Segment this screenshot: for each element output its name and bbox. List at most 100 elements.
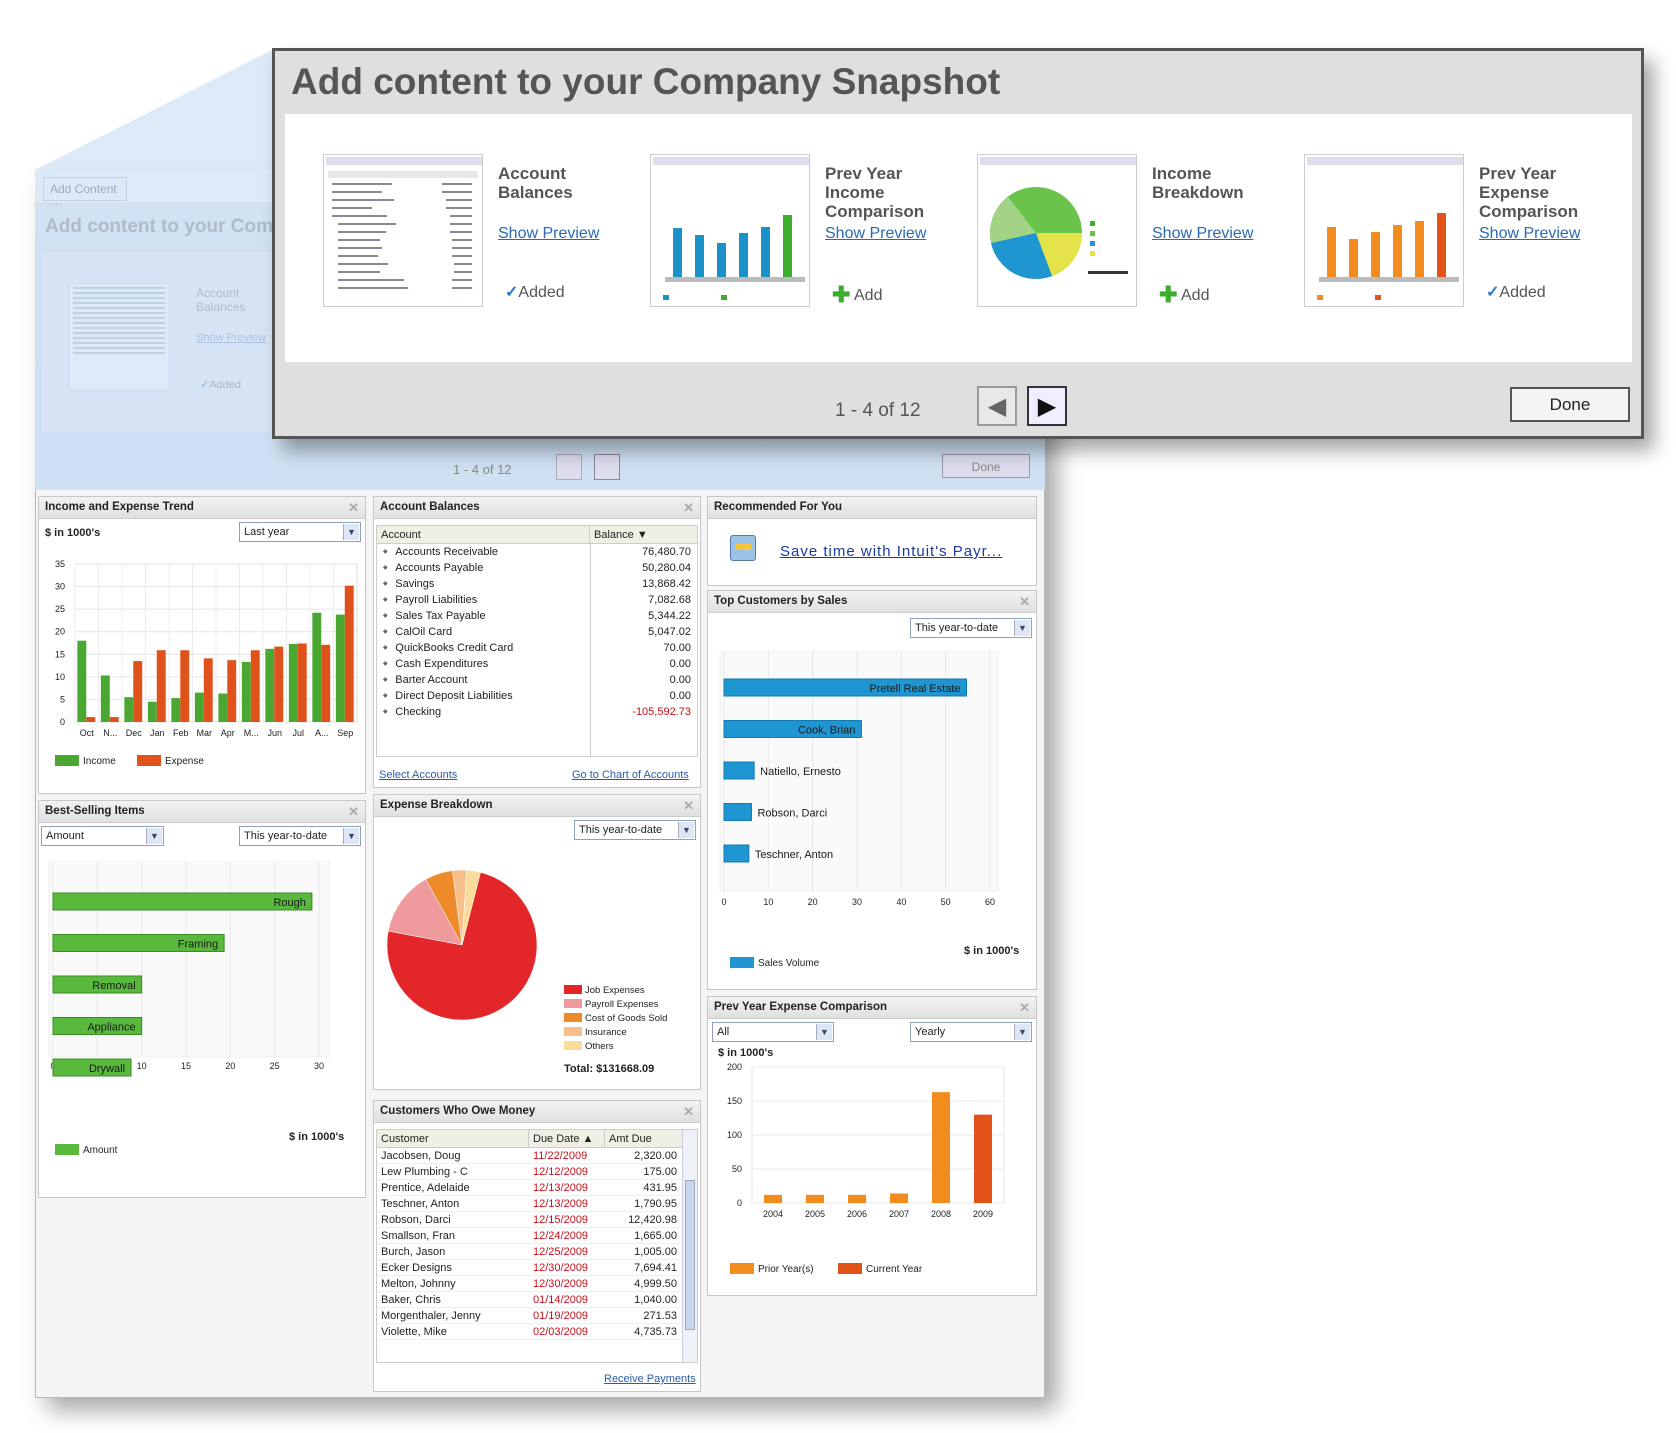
col-balance[interactable]: Balance ▼	[590, 526, 697, 543]
income-expense-chart: 0 5 10 15 20 25 30 35 Oct N... Dec Jan Feb Mar Apr M...…	[55, 559, 358, 738]
bullet-icon: ◆	[383, 645, 390, 651]
account-filter-dropdown[interactable]: All ▼	[712, 1022, 834, 1042]
show-preview-link[interactable]: Show Preview	[498, 225, 600, 242]
col-amt-due[interactable]: Amt Due	[609, 1133, 652, 1145]
col-due-date-label: Due Date	[533, 1133, 580, 1145]
y-tick-label: 100	[727, 1130, 742, 1140]
table-row[interactable]: ◆ Checking -105,592.73	[377, 704, 697, 720]
chevron-down-icon: ▼	[146, 828, 162, 844]
income-bar	[100, 675, 110, 722]
table-row[interactable]: ◆ Barter Account 0.00	[377, 672, 697, 688]
account-balance: -105,592.73	[632, 706, 691, 718]
close-icon[interactable]: ✕	[1019, 1000, 1030, 1015]
x-tick-label: Mar	[197, 728, 213, 738]
table-row[interactable]: ◆ Direct Deposit Liabilities 0.00	[377, 688, 697, 704]
dropdown-value: All	[717, 1026, 730, 1038]
legend-item: Cost of Goods Sold	[564, 1012, 667, 1026]
show-preview-link[interactable]: Show Preview	[825, 225, 927, 242]
add-content-action[interactable]: ✚ Add	[1159, 282, 1209, 308]
next-page-button[interactable]	[594, 454, 620, 480]
bar	[848, 1194, 866, 1203]
recommendation-link[interactable]: Save time with Intuit's Payr...	[780, 543, 1003, 560]
table-row[interactable]: ◆ CalOil Card 5,047.02	[377, 624, 697, 640]
legend-current-year: Current Year	[838, 1263, 922, 1275]
legend-item: Others	[564, 1040, 667, 1054]
done-button[interactable]: Done	[1510, 387, 1630, 422]
table-row[interactable]: Prentice, Adelaide 12/13/2009 431.95	[377, 1180, 681, 1196]
income-bar	[241, 661, 251, 722]
table-row[interactable]: Robson, Darci 12/15/2009 12,420.98	[377, 1212, 681, 1228]
table-row[interactable]: Teschner, Anton 12/13/2009 1,790.95	[377, 1196, 681, 1212]
close-icon[interactable]: ✕	[1019, 594, 1030, 609]
close-icon[interactable]: ✕	[683, 500, 694, 515]
legend-swatch	[730, 1263, 754, 1274]
content-card-income-breakdown: Income Breakdown Show Preview ✚ Add	[957, 154, 1287, 314]
table-row[interactable]: Ecker Designs 12/30/2009 7,694.41	[377, 1260, 681, 1276]
col-customer[interactable]: Customer	[377, 1130, 529, 1147]
close-icon[interactable]: ✕	[683, 798, 694, 813]
bar	[806, 1194, 824, 1203]
due-date: 12/30/2009	[533, 1262, 589, 1274]
table-row[interactable]: ◆ QuickBooks Credit Card 70.00	[377, 640, 697, 656]
legend-label: Income	[83, 756, 116, 767]
date-range-dropdown[interactable]: This year-to-date ▼	[239, 826, 361, 846]
bar-label: Framing	[178, 939, 218, 951]
account-balances-thumbnail-small	[68, 283, 170, 391]
table-row[interactable]: ◆ Cash Expenditures 0.00	[377, 656, 697, 672]
add-content-button[interactable]: Add Content ⌄	[43, 177, 127, 210]
chart-of-accounts-link[interactable]: Go to Chart of Accounts	[572, 769, 689, 781]
table-row[interactable]: ◆ Accounts Payable 50,280.04	[377, 560, 697, 576]
close-icon[interactable]: ✕	[683, 1104, 694, 1119]
prev-year-expense-thumbnail	[1304, 154, 1464, 307]
next-page-button[interactable]: ▶	[1027, 386, 1067, 426]
table-row[interactable]: Jacobsen, Doug 11/22/2009 2,320.00	[377, 1148, 681, 1164]
accounts-rows: ◆ Accounts Receivable 76,480.70 ◆ Accounts…	[377, 544, 697, 720]
show-preview-link[interactable]: Show Preview	[1479, 225, 1581, 242]
add-content-action[interactable]: ✚ Add	[832, 282, 882, 308]
previous-page-button[interactable]	[556, 454, 582, 480]
table-row[interactable]: ◆ Savings 13,868.42	[377, 576, 697, 592]
table-row[interactable]: Melton, Johnny 12/30/2009 4,999.50	[377, 1276, 681, 1292]
table-row[interactable]: Smallson, Fran 12/24/2009 1,665.00	[377, 1228, 681, 1244]
customer-name: Morgenthaler, Jenny	[381, 1310, 481, 1322]
close-icon[interactable]: ✕	[348, 804, 359, 819]
scrollbar-thumb[interactable]	[685, 1180, 695, 1330]
unit-label: $ in 1000's	[964, 945, 1020, 957]
done-button[interactable]: Done	[942, 454, 1030, 478]
customer-name: Robson, Darci	[381, 1214, 451, 1226]
widget-header: Account Balances ✕	[374, 497, 700, 519]
metric-dropdown[interactable]: Amount ▼	[41, 826, 164, 846]
table-row[interactable]: Lew Plumbing - C 12/12/2009 175.00	[377, 1164, 681, 1180]
close-icon[interactable]: ✕	[348, 500, 359, 515]
x-tick-label: 60	[985, 897, 995, 907]
table-row[interactable]: ◆ Sales Tax Payable 5,344.22	[377, 608, 697, 624]
show-preview-link[interactable]: Show Preview	[1152, 225, 1254, 242]
show-preview-link[interactable]: Show Preview	[196, 332, 266, 344]
table-row[interactable]: Morgenthaler, Jenny 01/19/2009 271.53	[377, 1308, 681, 1324]
account-label: Cash Expenditures	[395, 658, 489, 670]
recommended-widget: Recommended For You Save time with Intui…	[707, 496, 1037, 586]
table-row[interactable]: Violette, Mike 02/03/2009 4,735.73	[377, 1324, 681, 1340]
table-row[interactable]: Burch, Jason 12/25/2009 1,005.00	[377, 1244, 681, 1260]
income-bar	[194, 692, 204, 722]
date-range-dropdown[interactable]: This year-to-date ▼	[574, 820, 696, 840]
amount-due: 1,040.00	[634, 1294, 677, 1306]
account-name: ◆ Accounts Receivable	[377, 544, 590, 560]
legend-swatch	[564, 999, 582, 1008]
col-account[interactable]: Account	[377, 526, 590, 543]
date-range-dropdown[interactable]: This year-to-date ▼	[910, 618, 1032, 638]
vertical-scrollbar[interactable]	[682, 1130, 697, 1362]
table-row[interactable]: ◆ Accounts Receivable 76,480.70	[377, 544, 697, 560]
income-bar	[124, 697, 134, 722]
col-due-date[interactable]: Due Date ▲	[529, 1130, 605, 1147]
select-accounts-link[interactable]: Select Accounts	[379, 769, 458, 781]
prev-year-income-thumbnail	[650, 154, 810, 307]
previous-page-button[interactable]: ◀	[977, 386, 1017, 426]
table-row[interactable]: Baker, Chris 01/14/2009 1,040.00	[377, 1292, 681, 1308]
table-row[interactable]: ◆ Payroll Liabilities 7,082.68	[377, 592, 697, 608]
legend-label: Expense	[165, 756, 204, 767]
date-range-dropdown[interactable]: Last year ▼	[239, 522, 361, 542]
account-label: Payroll Liabilities	[395, 594, 478, 606]
receive-payments-link[interactable]: Receive Payments	[604, 1373, 696, 1385]
period-dropdown[interactable]: Yearly ▼	[910, 1022, 1032, 1042]
